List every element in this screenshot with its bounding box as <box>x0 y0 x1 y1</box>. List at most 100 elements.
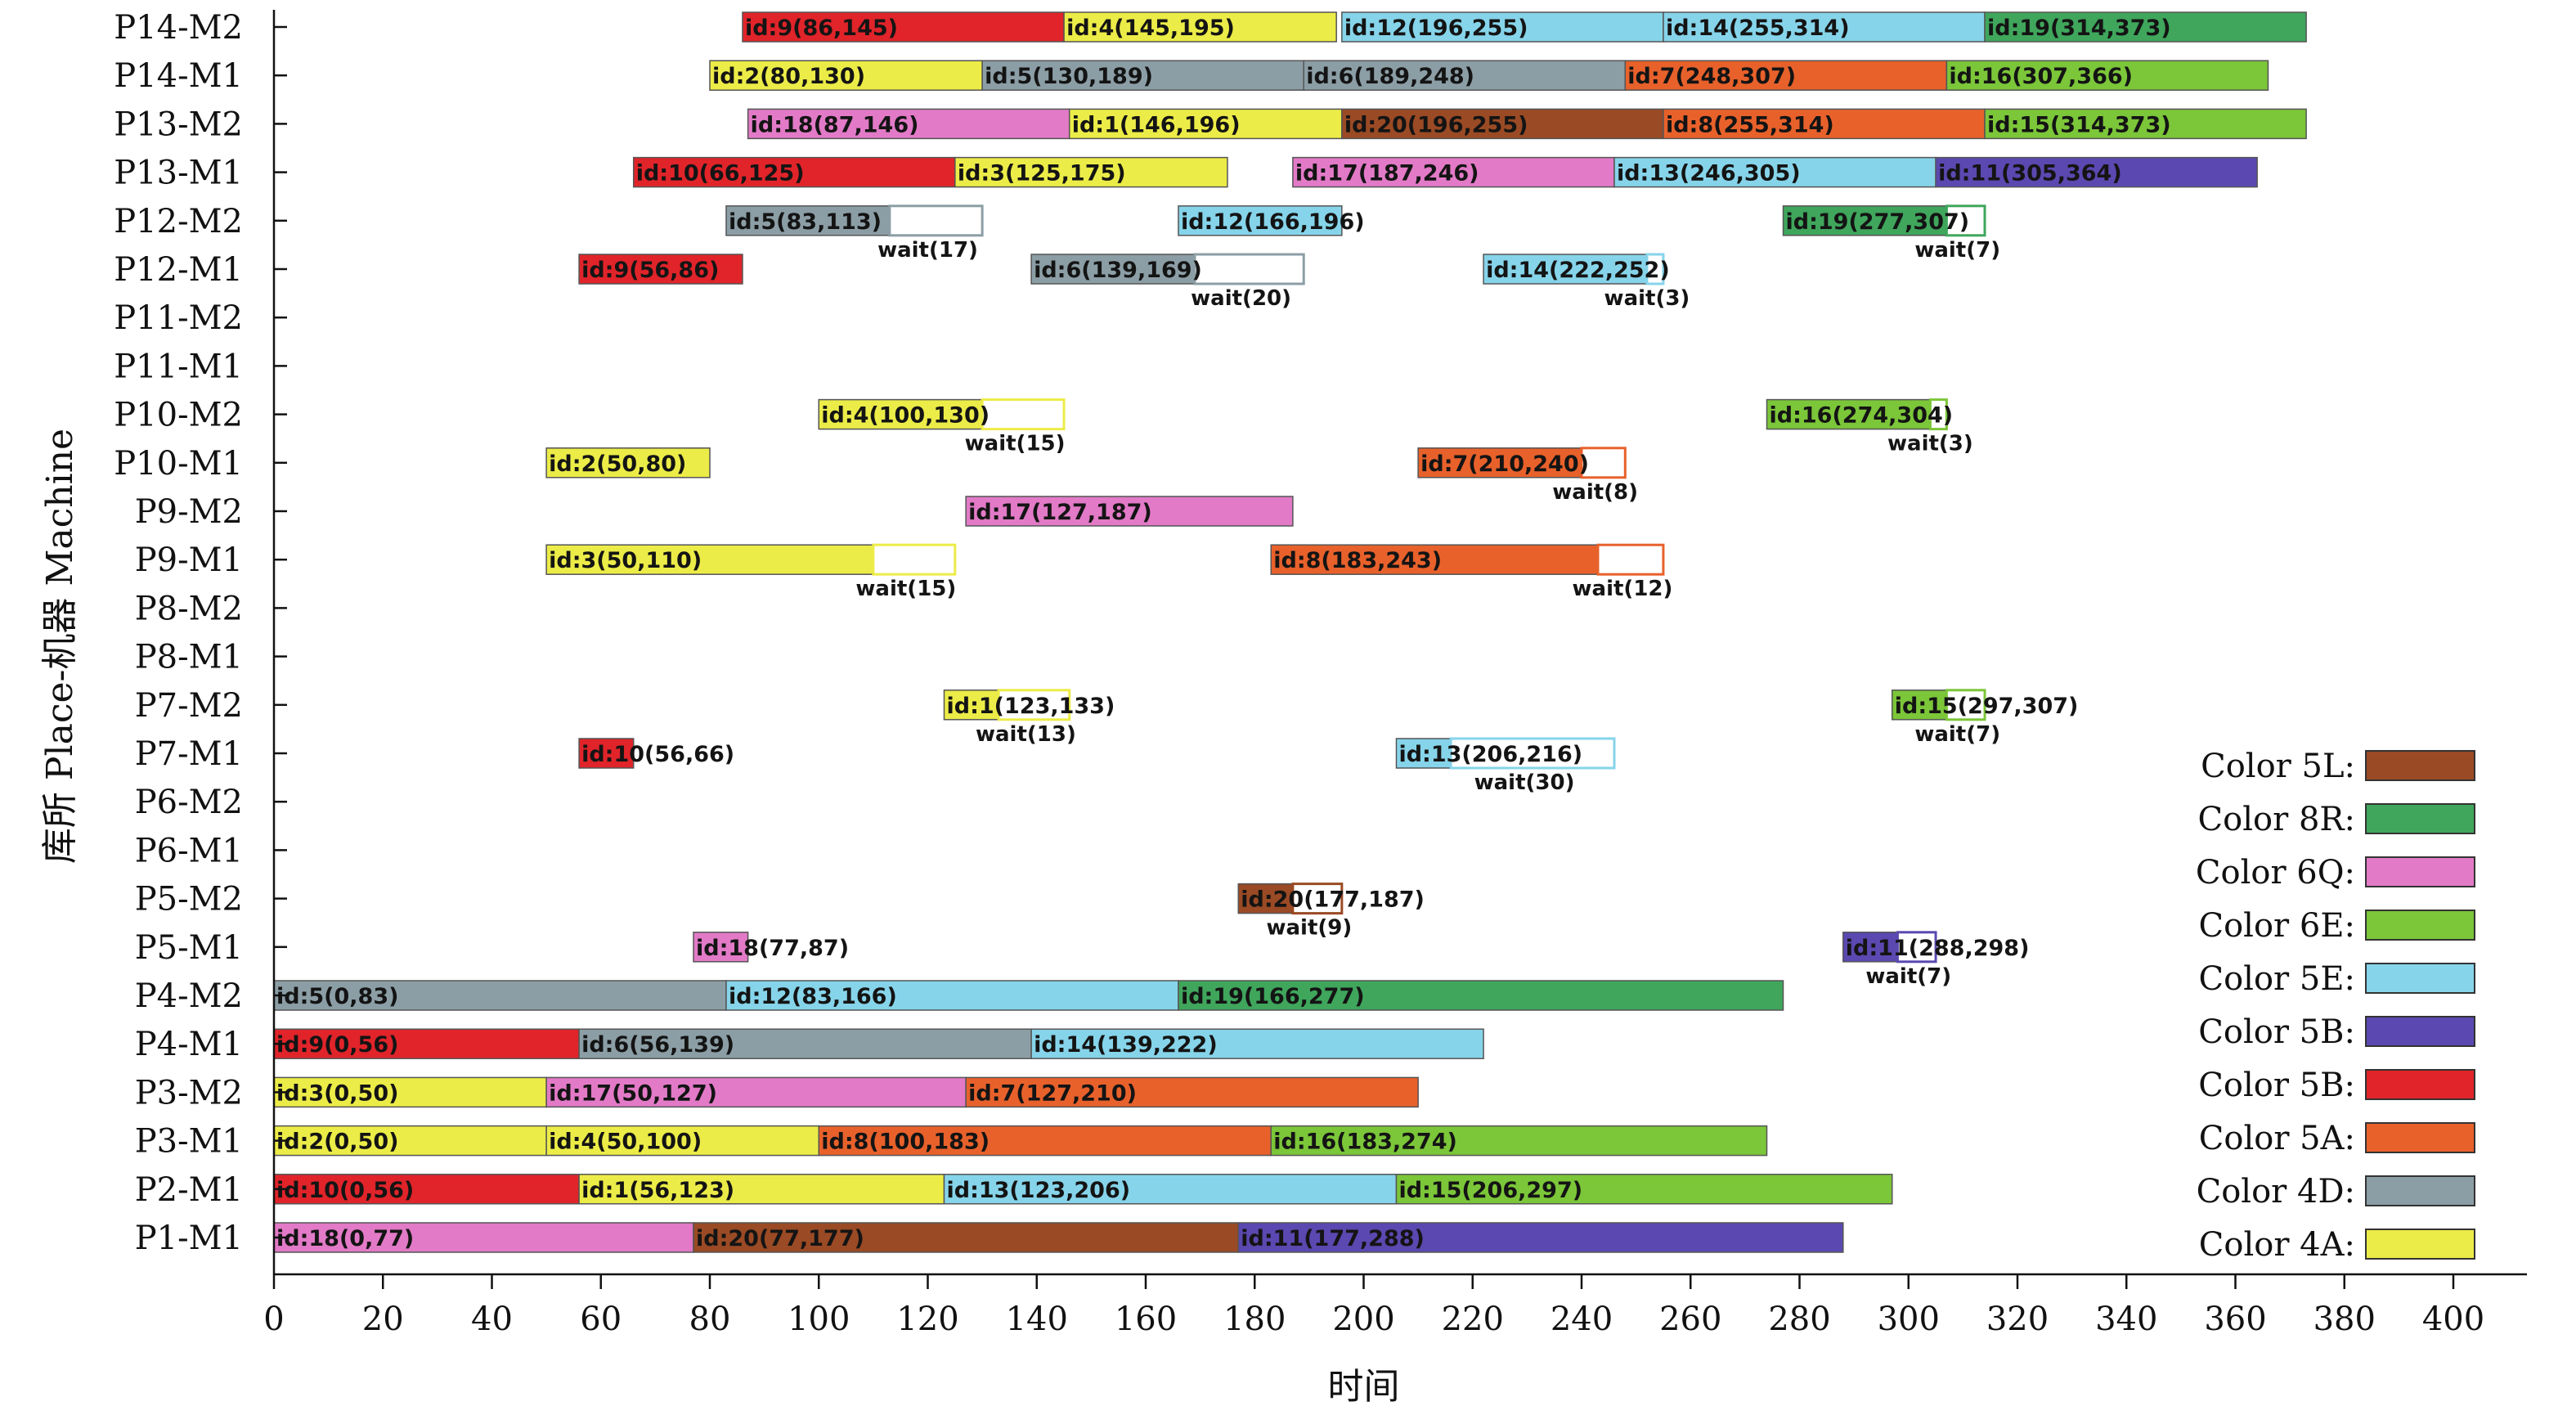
bar-id-8-255-314- <box>1663 108 1986 140</box>
bar-label: id:15(314,373) <box>1987 112 2171 137</box>
wait-label: wait(3) <box>1887 432 1973 456</box>
wait-box <box>1291 883 1344 915</box>
bar-label: id:18(0,77) <box>276 1226 414 1251</box>
bar-id-9-56-86- <box>578 254 743 285</box>
bar-id-2-50-80- <box>545 447 711 478</box>
bar-label: id:6(56,139) <box>581 1032 734 1058</box>
x-tick-label: 400 <box>2422 1300 2484 1338</box>
y-tick-label: P13-M2 <box>114 106 243 143</box>
x-tick-label: 160 <box>1115 1300 1177 1338</box>
y-axis-title: 库所 Place-机器 Machine <box>39 429 81 864</box>
bar-label: id:3(0,50) <box>276 1080 398 1106</box>
y-tick-label: P7-M2 <box>135 687 243 725</box>
wait-label: wait(7) <box>1914 238 2000 263</box>
legend-label: Color 8R: <box>2198 801 2355 838</box>
bar-id-5-83-113- <box>725 205 891 236</box>
bar-label: id:17(127,187) <box>968 500 1152 525</box>
bar-label: id:3(125,175) <box>958 161 1126 186</box>
bar-id-7-248-307- <box>1624 60 1948 91</box>
wait-box <box>1580 447 1627 479</box>
x-tick-label: 260 <box>1659 1300 1721 1338</box>
bar-label: id:8(183,243) <box>1273 548 1442 573</box>
wait-label: wait(12) <box>1573 577 1673 601</box>
bar-id-19-314-373- <box>1984 11 2307 43</box>
bar-id-1-56-123- <box>578 1174 945 1205</box>
bar-id-19-277-307- <box>1782 205 1948 236</box>
bar-label: id:15(297,307) <box>1895 694 2079 719</box>
x-tick-label: 60 <box>580 1300 622 1338</box>
wait-box <box>1449 737 1616 770</box>
y-tick-label: P11-M2 <box>114 299 243 337</box>
bar-label: id:2(50,80) <box>549 451 686 477</box>
bar-label: id:7(127,210) <box>968 1080 1137 1106</box>
bar-label: id:20(177,187) <box>1241 887 1425 913</box>
legend-label: Color 5B: <box>2198 1013 2355 1051</box>
wait-box <box>1645 253 1665 285</box>
legend-label: Color 5E: <box>2198 960 2355 998</box>
bar-id-11-305-364- <box>1935 156 2258 188</box>
x-tick-label: 220 <box>1442 1300 1504 1338</box>
x-tick-label: 80 <box>689 1300 731 1338</box>
legend-label: Color 6E: <box>2198 907 2355 945</box>
bar-label: id:4(100,130) <box>821 403 990 429</box>
x-tick-label: 0 <box>263 1300 284 1338</box>
wait-box <box>1945 689 1986 721</box>
legend-swatch <box>2365 803 2475 834</box>
bar-id-2-0-50- <box>273 1125 547 1157</box>
y-tick-label: P5-M2 <box>135 881 243 919</box>
bar-label: id:1(56,123) <box>581 1178 734 1203</box>
bar-id-4-50-100- <box>545 1125 819 1157</box>
bar-label: id:13(246,305) <box>1617 161 1801 186</box>
bar-id-12-196-255- <box>1341 11 1664 43</box>
bar-id-6-56-139- <box>578 1028 1032 1059</box>
bar-label: id:7(248,307) <box>1627 64 1796 89</box>
y-tick-label: P13-M1 <box>114 155 243 192</box>
bar-id-13-123-206- <box>943 1174 1398 1205</box>
bar-label: id:20(196,255) <box>1344 112 1528 137</box>
bar-label: id:14(139,222) <box>1034 1032 1218 1058</box>
y-tick-label: P8-M1 <box>135 639 243 676</box>
wait-box <box>872 543 957 576</box>
legend-swatch <box>2365 910 2475 941</box>
bar-id-14-222-252- <box>1483 254 1648 285</box>
bar-id-18-0-77- <box>273 1222 694 1253</box>
y-tick-label: P14-M2 <box>114 9 243 47</box>
y-tick-label: P8-M2 <box>135 590 243 627</box>
bar-id-13-206-216- <box>1395 738 1452 769</box>
bar-label: id:4(145,195) <box>1066 16 1235 41</box>
wait-label: wait(17) <box>877 238 978 263</box>
legend-label: Color 5B: <box>2198 1067 2355 1104</box>
bar-id-18-77-87- <box>693 932 749 963</box>
bar-label: id:19(277,307) <box>1786 209 1970 235</box>
bar-id-16-307-366- <box>1945 60 2269 91</box>
bar-label: id:19(166,277) <box>1181 984 1365 1009</box>
legend-label: Color 4D: <box>2197 1173 2355 1211</box>
y-tick-label: P12-M1 <box>114 251 243 289</box>
bar-label: id:2(80,130) <box>712 64 865 89</box>
y-tick-label: P6-M1 <box>135 832 243 869</box>
bar-label: id:6(189,248) <box>1306 64 1474 89</box>
bar-id-7-127-210- <box>965 1076 1419 1108</box>
wait-box <box>1193 253 1305 285</box>
y-tick-label: P4-M2 <box>135 977 243 1015</box>
bar-label: id:14(222,252) <box>1486 258 1670 283</box>
legend-label: Color 5A: <box>2199 1120 2355 1157</box>
bar-id-19-166-277- <box>1178 980 1784 1011</box>
bar-id-1-123-133- <box>943 690 999 721</box>
bar-label: id:10(66,125) <box>636 161 805 186</box>
wait-label: wait(15) <box>965 432 1066 456</box>
bar-id-10-56-66- <box>578 738 635 769</box>
bar-id-16-183-274- <box>1270 1125 1768 1157</box>
bar-label: id:2(0,50) <box>276 1130 398 1155</box>
bar-id-17-127-187- <box>965 496 1294 527</box>
bar-id-17-50-127- <box>545 1076 967 1108</box>
wait-box <box>1945 204 1986 237</box>
wait-box <box>888 204 984 237</box>
legend-swatch <box>2365 856 2475 887</box>
legend-swatch <box>2365 1229 2475 1260</box>
bar-id-3-125-175- <box>954 156 1228 188</box>
y-tick-label: P12-M2 <box>114 203 243 240</box>
bar-id-5-130-189- <box>981 60 1304 91</box>
y-tick-label: P4-M1 <box>135 1026 243 1063</box>
bar-label: id:18(77,87) <box>696 936 849 961</box>
